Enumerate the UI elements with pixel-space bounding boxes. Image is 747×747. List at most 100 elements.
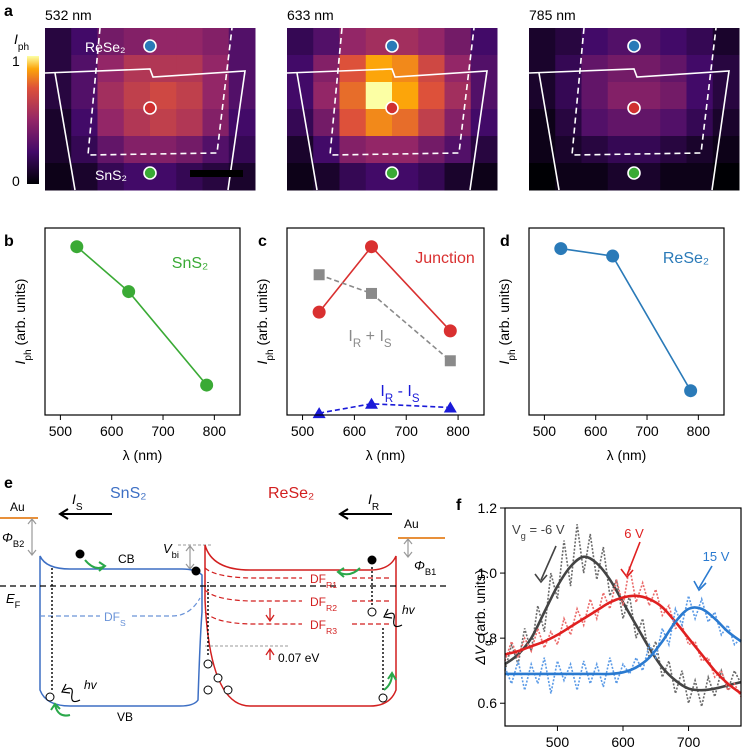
heatmap-cell [392,55,419,83]
text-part: ph [507,349,518,360]
text-part: ph [18,42,29,53]
heatmap-cell [634,109,661,137]
heatmap-cell [339,28,367,56]
arrow-head [534,573,548,584]
fit-line [505,606,742,676]
offset-arrows [265,608,275,660]
x-tick-label: 700 [151,423,175,439]
text-part: g [483,640,494,646]
marker [444,355,456,367]
heatmap-cell [712,109,740,137]
heatmap-cell [555,109,582,137]
heatmap-cell [287,55,314,83]
arrow-head [693,580,707,592]
hole [203,685,213,695]
fermi-label: EF [6,591,21,610]
electron [191,566,201,576]
text-part: DF [310,618,326,632]
heatmap-cell [176,82,203,110]
plot-frame [504,507,742,727]
text-part: V [163,541,173,556]
heatmap-cell [339,55,367,83]
marker [443,324,457,338]
photon-arrow [383,608,403,628]
heatmap-cell [555,136,582,164]
plot-frame [44,227,241,416]
photon-arrow [61,683,81,703]
heatmap-cell [202,55,230,83]
heatmap-cell [202,28,230,56]
material-label: ReSe₂ [85,39,125,55]
text-part: E [6,591,15,606]
heatmap-cell [45,55,72,83]
df-r3-line [204,611,392,625]
hole [367,607,377,617]
material-label: ReSe₂ [268,485,314,502]
map-title: 633 nm [287,7,334,23]
heatmap-cell [45,28,72,56]
heatmap-cell [176,109,203,137]
heatmap-cell [418,55,445,83]
heatmap-cell [287,109,314,137]
material-label: SnS₂ [110,485,146,502]
heatmap-cell [444,163,472,191]
text-part: Φ [2,530,13,545]
quasi-fermi-levels [204,567,392,625]
x-tick-label: 800 [446,423,470,439]
heatmap-cell [97,28,125,56]
marker [443,401,457,413]
heatmap-cell [660,28,687,56]
hole [223,685,233,695]
series-line [560,247,692,392]
heatmap-cell [418,109,445,137]
series-line [318,273,451,362]
text-part: I [72,491,76,507]
heatmap-cell [71,28,98,56]
text-part: (arb. units) [12,279,28,350]
x-tick-label: 500 [546,734,570,747]
electron [367,555,377,565]
heatmap-cell [529,28,556,56]
text-part: S [76,502,83,513]
y-tick-label: 0.6 [478,695,498,711]
heatmap-cell [71,163,98,191]
heatmap-cell [150,55,177,83]
heatmap-cell [339,82,367,110]
x-tick-label: 500 [49,423,73,439]
heatmap-cell [555,82,582,110]
heatmap-cell [555,28,582,56]
series-label: Junction [415,250,475,267]
text-part: DF [310,572,326,586]
heatmap-cell [686,55,714,83]
text-part: ph [23,349,34,360]
heatmap-cell [71,136,98,164]
df-r2-line [204,589,392,602]
built-in-label: Vbi [163,541,179,560]
y-axis-label: Iph (arb. units) [12,279,34,365]
map-title: 532 nm [45,7,92,23]
df-s-line [40,597,201,617]
material-label: SnS₂ [95,167,127,183]
df-label: DFR3 [310,618,337,636]
heatmap-cell [176,28,203,56]
heatmap-cell [529,109,556,137]
panel-label: a [4,3,13,20]
text-part: (arb. units) [472,569,488,640]
heatmap-cell [686,136,714,164]
df-label: DFR2 [310,595,337,613]
heatmap-cell [339,136,367,164]
heatmap-cell [581,82,609,110]
heatmap-cell [287,163,314,191]
series-label: IR - IS [380,383,419,405]
colorbar-max: 1 [12,53,20,69]
plot-frame [528,227,725,416]
text-part: DF [104,610,120,624]
marker [365,240,379,254]
barrier-arrow [27,518,37,556]
text-part: Φ [414,558,425,573]
series-label: ReSe₂ [663,250,709,267]
text-part: I [14,31,18,47]
flow-arrow [84,559,107,572]
hole [203,659,213,669]
text-part: ΔV [472,644,488,665]
